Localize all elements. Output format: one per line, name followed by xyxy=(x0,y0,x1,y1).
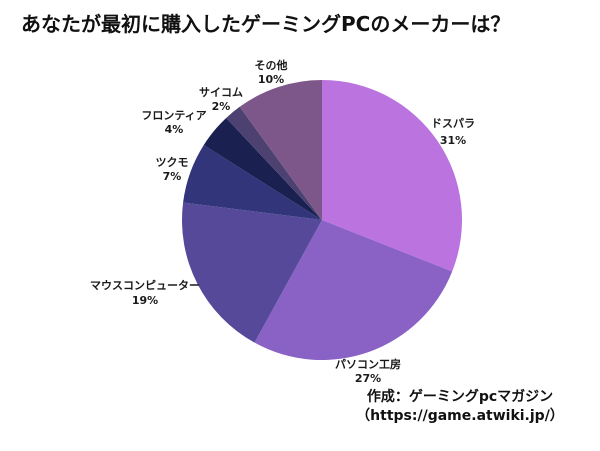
attribution: 作成：ゲーミングpcマガジン （https://game.atwiki.jp/） xyxy=(320,388,600,426)
pie-slice-5 xyxy=(226,106,322,220)
slice-label-name: サイコム xyxy=(199,86,243,99)
slice-label-percent: 7% xyxy=(163,170,182,183)
chart-title: あなたが最初に購入したゲーミングPCのメーカーは？ xyxy=(21,12,511,36)
slice-label-name: ツクモ xyxy=(156,156,189,169)
slice-label-percent: 27% xyxy=(355,372,381,385)
slice-label-percent: 19% xyxy=(132,294,158,307)
pie-slice-0 xyxy=(322,80,463,272)
slice-label-percent: 10% xyxy=(258,73,284,86)
slice-label-4: フロンティア 4% xyxy=(141,109,206,136)
slice-label-name: フロンティア xyxy=(141,109,206,122)
slice-label-1: パソコン工房 27% xyxy=(335,357,401,385)
slice-label-percent: 4% xyxy=(165,123,184,136)
pie-slice-2 xyxy=(181,202,322,343)
attribution-url-line: （https://game.atwiki.jp/） xyxy=(356,408,564,424)
slice-label-percent: 2% xyxy=(212,100,231,113)
slice-label-name: パソコン工房 xyxy=(335,357,401,371)
slice-label-0: ドスパラ 31% xyxy=(431,117,475,147)
slice-label-3: ツクモ 7% xyxy=(156,156,189,183)
slice-label-6: その他 10% xyxy=(255,58,288,86)
slice-label-name: ドスパラ xyxy=(431,117,475,130)
pie-slice-4 xyxy=(203,117,322,220)
pie-slice-3 xyxy=(183,144,322,220)
slice-label-percent: 31% xyxy=(440,134,466,147)
attribution-source-line: 作成：ゲーミングpcマガジン xyxy=(366,389,554,405)
slice-label-name: マウスコンピューター xyxy=(90,279,200,292)
slice-label-name: その他 xyxy=(255,58,288,72)
pie-slice-6 xyxy=(239,80,322,220)
slice-label-5: サイコム 2% xyxy=(199,86,243,113)
slice-label-2: マウスコンピューター 19% xyxy=(90,279,200,307)
pie-slice-1 xyxy=(254,220,453,361)
